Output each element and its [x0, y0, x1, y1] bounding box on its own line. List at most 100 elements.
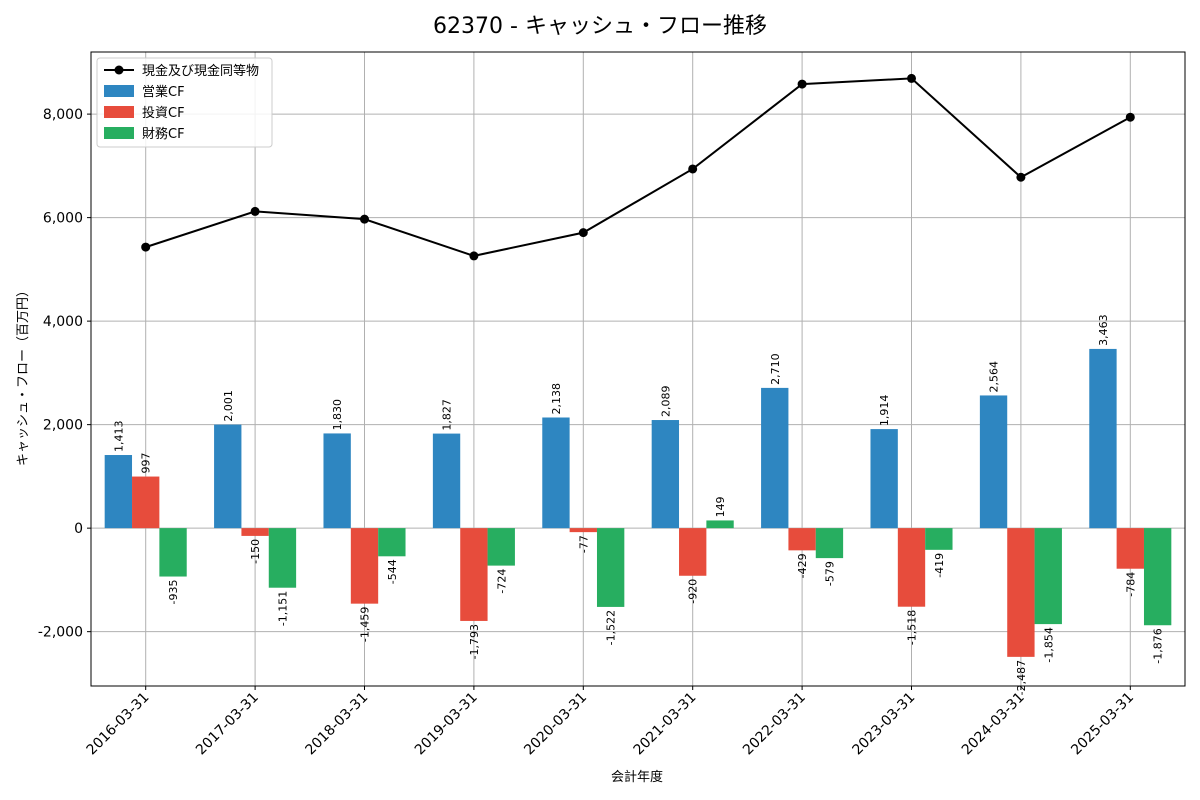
data-label: -1,151 — [276, 591, 289, 626]
data-label: -544 — [386, 559, 399, 584]
cash-line-point — [1016, 172, 1026, 182]
legend-label: 営業CF — [142, 84, 185, 100]
data-label: -419 — [933, 553, 946, 578]
cash-line-point — [1125, 112, 1135, 122]
data-label: -1,522 — [605, 610, 618, 645]
bar — [378, 528, 406, 557]
bar — [241, 528, 269, 536]
data-label: 997 — [140, 453, 153, 474]
x-tick-label: 2019-03-31 — [412, 690, 481, 759]
legend-line-marker — [114, 65, 124, 75]
data-label: -1,793 — [468, 624, 481, 659]
data-label: -1,876 — [1152, 628, 1165, 663]
data-label: 2,138 — [550, 383, 563, 415]
bar — [268, 528, 297, 588]
bar — [104, 455, 133, 529]
data-label: 2,564 — [988, 361, 1001, 393]
data-labels: 1,413 2,001 1,830 1,827 2,138 2,089 2,710 1,914… — [112, 314, 1164, 695]
legend-box — [96, 57, 273, 148]
data-label: -1,459 — [359, 607, 372, 642]
cash-line-point — [578, 228, 588, 238]
legend-label: 投資CF — [142, 105, 185, 121]
cash-line-point — [360, 214, 369, 224]
bar — [651, 420, 680, 529]
data-label: -429 — [796, 553, 809, 578]
cash-line-point — [688, 164, 698, 174]
data-label: 2,089 — [659, 386, 672, 418]
x-tick-label: 2023-03-31 — [849, 690, 918, 759]
bar — [542, 417, 570, 529]
y-axis-ticks: -2,000 0 2,000 4,000 6,000 8,000 — [38, 107, 91, 641]
cash-line-path — [145, 77, 1131, 257]
y-tick-label: 0 — [74, 521, 83, 537]
bar — [979, 395, 1008, 529]
bar — [596, 528, 625, 607]
data-label: -935 — [167, 580, 180, 605]
data-label: -784 — [1124, 572, 1137, 597]
bar — [1089, 348, 1117, 529]
x-tick-label: 2016-03-31 — [84, 690, 153, 759]
bar — [487, 528, 515, 566]
data-label: -724 — [495, 569, 508, 594]
bar — [788, 528, 816, 551]
bar — [1034, 528, 1062, 625]
data-label: 2,001 — [222, 390, 235, 422]
cash-line-point — [141, 242, 151, 252]
chart-title: 62370 - キャッシュ・フロー推移 — [433, 14, 767, 39]
legend-label: 現金及び現金同等物 — [142, 63, 259, 79]
y-tick-label: 4,000 — [43, 314, 83, 330]
bar — [897, 528, 926, 607]
cash-line — [141, 73, 1135, 261]
bar — [1007, 528, 1035, 657]
cash-line-point — [250, 206, 260, 216]
bar — [1116, 528, 1144, 569]
y-tick-label: -2,000 — [38, 625, 83, 641]
x-tick-label: 2021-03-31 — [631, 690, 700, 759]
data-label: -920 — [687, 579, 700, 604]
data-label: -150 — [249, 539, 262, 564]
legend-bar-swatch — [104, 106, 134, 118]
bar — [350, 528, 379, 604]
bar — [460, 528, 488, 621]
cash-line-point — [907, 73, 916, 83]
legend-bar-swatch — [104, 85, 134, 97]
bar — [815, 528, 844, 559]
bar — [214, 424, 242, 529]
bar — [706, 520, 734, 529]
y-tick-label: 8,000 — [43, 107, 83, 123]
data-label: 3,463 — [1097, 314, 1110, 346]
y-axis-label: キャッシュ・フロー（百万円） — [16, 284, 31, 466]
x-tick-label: 2017-03-31 — [193, 690, 262, 759]
bar — [870, 429, 898, 529]
x-tick-label: 2018-03-31 — [302, 690, 371, 759]
data-label: 1,914 — [878, 395, 891, 427]
data-label: 149 — [714, 496, 727, 517]
x-tick-label: 2025-03-31 — [1068, 690, 1137, 759]
y-tick-label: 6,000 — [43, 211, 83, 227]
data-label: 2,710 — [769, 353, 782, 385]
data-label: -579 — [823, 561, 836, 586]
x-axis-label: 会計年度 — [611, 769, 663, 785]
data-label: -1,518 — [906, 610, 919, 645]
legend-label: 財務CF — [142, 127, 185, 142]
x-tick-label: 2024-03-31 — [959, 690, 1028, 759]
plot-frame — [90, 51, 1186, 687]
cash-line-point — [797, 79, 807, 89]
bar — [1143, 528, 1172, 626]
bar — [679, 528, 707, 576]
data-label: 1,413 — [112, 421, 125, 453]
data-label: -1,854 — [1042, 627, 1055, 662]
y-tick-label: 2,000 — [43, 418, 83, 434]
bar — [761, 387, 789, 529]
cash-line-point — [469, 251, 479, 261]
x-axis-ticks: 2016-03-31 2017-03-31 2018-03-31 2019-03-31… — [84, 686, 1137, 758]
data-label: 1,830 — [331, 399, 344, 431]
bar — [569, 528, 597, 533]
x-tick-label: 2022-03-31 — [740, 690, 809, 759]
bar — [432, 433, 461, 529]
bar — [323, 433, 351, 529]
bar — [159, 528, 187, 577]
bar — [132, 476, 160, 529]
